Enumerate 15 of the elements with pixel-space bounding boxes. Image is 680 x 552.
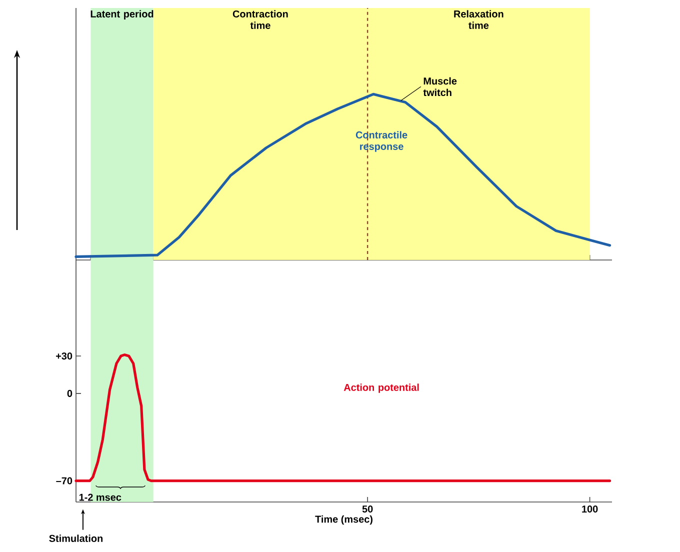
line-series <box>74 353 612 482</box>
y-tick-label: –70 <box>56 477 72 484</box>
y-tick-label: +30 <box>56 352 72 360</box>
text: Stimulation <box>49 534 103 542</box>
annotation: Muscle twitch <box>423 77 457 96</box>
text: Action potential <box>344 384 419 393</box>
band-label: Latent period <box>90 10 154 20</box>
x-axis-title: Time (msec) <box>315 515 372 525</box>
x-tick-label: 50 <box>362 506 373 513</box>
band-label: Relaxation time <box>454 10 504 29</box>
text: Contractile response <box>356 131 408 152</box>
band-label: Contraction time <box>232 10 288 29</box>
annotation: 1-2 msec <box>79 494 122 501</box>
y-tick-label: 0 <box>67 390 72 397</box>
x-tick-label: 100 <box>582 506 598 513</box>
